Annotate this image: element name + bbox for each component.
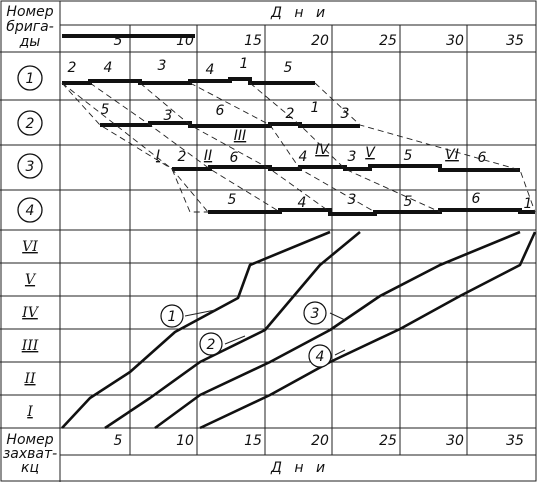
segment-label: 4 (298, 195, 307, 211)
zone-label: II (23, 371, 36, 387)
curve-label: 3 (311, 306, 320, 322)
segment-label: 2 (286, 106, 295, 122)
row-header: Номер (6, 432, 53, 448)
brigade-label: 4 (26, 203, 35, 219)
segment-label: 2 (178, 149, 187, 165)
zone-label: III (21, 338, 39, 354)
segment-label: 1 (240, 56, 249, 72)
curve-circle (160, 304, 184, 328)
segment-label: III (234, 128, 246, 144)
zone-label: I (26, 404, 33, 420)
tick-label: 5 (114, 33, 123, 49)
tick-label: 15 (244, 33, 262, 49)
segment-label: 5 (284, 60, 293, 76)
row-header: кц (21, 460, 39, 476)
segment-label: 3 (348, 192, 357, 208)
tick-label: 25 (379, 33, 397, 49)
curves (61, 230, 537, 430)
brigade-label: 3 (26, 159, 35, 175)
segment-label: II (204, 148, 212, 164)
tick-label: 25 (379, 433, 397, 449)
tick-label: 20 (311, 433, 329, 449)
segment-label: 4 (206, 62, 215, 78)
curve-circle (303, 301, 327, 325)
tick-label: 15 (244, 433, 262, 449)
segment-label: 4 (104, 60, 113, 76)
tick-label: 30 (446, 433, 464, 449)
segment-label: 1 (524, 196, 533, 212)
segment-label: 3 (348, 149, 357, 165)
bars (62, 34, 535, 216)
segment-label: IV (315, 142, 330, 158)
segment-label: 2 (68, 60, 77, 76)
segment-label: 1 (311, 100, 320, 116)
tick-label: 35 (506, 33, 524, 49)
segment-label: 6 (230, 150, 239, 166)
zone-label: IV (21, 305, 40, 321)
row-header: брига- (6, 19, 54, 35)
tick-label: 30 (446, 33, 464, 49)
dashed-links (61, 82, 536, 213)
zone-label: VI (22, 239, 38, 255)
curve-label: 1 (168, 309, 177, 325)
segment-label: 4 (299, 149, 308, 165)
tick-label: 35 (506, 433, 524, 449)
brigade-circle (17, 197, 43, 223)
axis-title: Д н и (270, 5, 329, 21)
segment-label: 3 (341, 106, 350, 122)
row-header: Номер (6, 4, 53, 20)
brigade-circle (17, 153, 43, 179)
segment-label: 6 (472, 191, 481, 207)
brigade-circle (17, 65, 43, 91)
segment-label: 6 (478, 150, 487, 166)
segment-label: 3 (164, 108, 173, 124)
tick-label: 10 (176, 33, 194, 49)
zone-label: V (25, 272, 37, 288)
segment-label: 6 (216, 103, 225, 119)
curve-label: 2 (207, 337, 216, 353)
brigade-label: 2 (26, 116, 35, 132)
segment-label: VI (445, 147, 459, 163)
tick-label: 20 (311, 33, 329, 49)
curve-circle (308, 344, 332, 368)
curve-circle (199, 332, 223, 356)
segment-label: 5 (228, 192, 237, 208)
segment-label: 5 (101, 102, 110, 118)
row-header: захват- (3, 446, 57, 462)
segment-label: V (365, 145, 376, 161)
axis-title: Д н и (270, 460, 329, 476)
curve-label: 4 (316, 349, 325, 365)
brigade-circle (17, 110, 43, 136)
segment-label: 5 (404, 148, 413, 164)
segment-label: 5 (404, 194, 413, 210)
tick-label: 5 (114, 433, 123, 449)
brigade-label: 1 (26, 71, 35, 87)
segment-label: 3 (158, 58, 167, 74)
tick-label: 10 (176, 433, 194, 449)
row-header: ды (19, 34, 41, 50)
segment-label: I (156, 148, 160, 164)
